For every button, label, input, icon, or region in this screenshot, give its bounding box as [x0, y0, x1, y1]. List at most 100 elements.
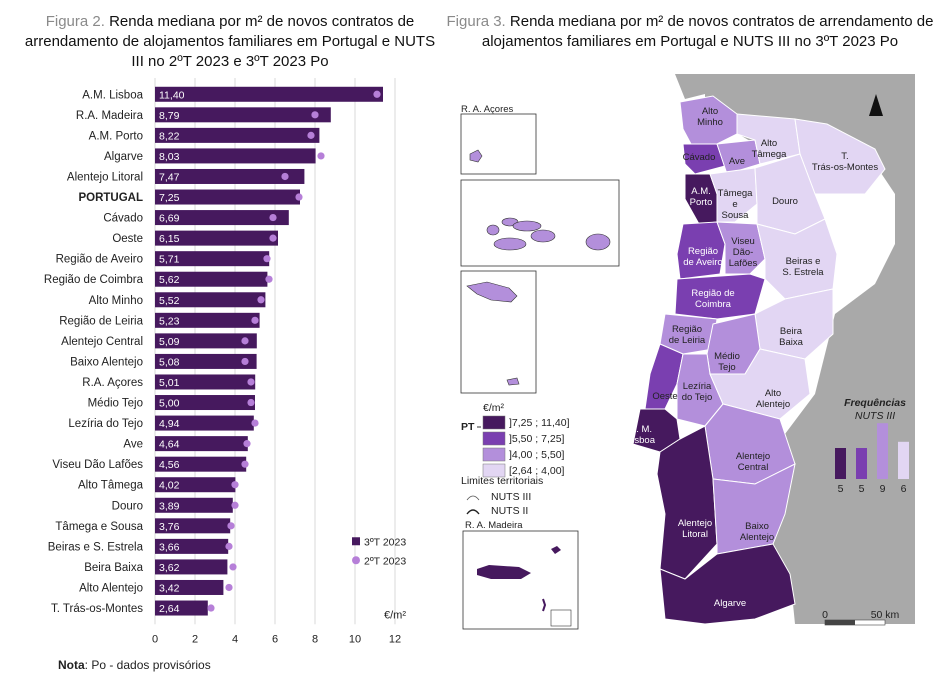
bar-value-label: 6,15 — [159, 233, 180, 245]
dot-2t-2023 — [241, 357, 249, 366]
label-medio-tejo: Médio Tejo — [714, 351, 740, 373]
bar-value-label: 3,76 — [159, 521, 180, 533]
bar-value-label: 7,25 — [159, 192, 180, 204]
dot-2t-2023 — [241, 460, 249, 468]
footnote-text: : Po - dados provisórios — [84, 658, 211, 672]
inset-acores-box2 — [460, 179, 620, 267]
freq-bar-label: 6 — [901, 483, 907, 495]
category-label: Oeste — [112, 233, 143, 245]
island-terceira — [512, 220, 542, 232]
dot-2t-2023 — [373, 90, 381, 98]
footnote: Nota: Po - dados provisórios — [58, 658, 211, 672]
bar-3t-2023 — [155, 312, 260, 328]
dot-2t-2023 — [251, 419, 259, 427]
bar-3t-2023 — [155, 148, 316, 164]
region-cavado[interactable] — [682, 143, 726, 175]
category-label: Região de Leiria — [59, 315, 143, 327]
label-alentejo-litoral: Alentejo Litoral — [678, 518, 712, 540]
label-am-lisboa: A. M. Lisboa — [627, 424, 656, 446]
scale-bar-fill — [825, 620, 855, 625]
bar-3t-2023 — [155, 600, 208, 616]
freq-bar-label: 5 — [859, 483, 865, 495]
label-oeste: Oeste — [652, 391, 677, 402]
inset-acores-box1 — [460, 113, 537, 175]
legend-swatch-3t — [352, 537, 360, 546]
dot-2t-2023 — [207, 604, 215, 612]
footnote-label: Nota — [58, 658, 85, 672]
category-label: Lezíria do Tejo — [68, 418, 143, 430]
bar-value-label: 5,09 — [159, 336, 180, 348]
dot-2t-2023 — [311, 111, 319, 119]
inset-acores-title: R. A. Açores — [461, 104, 514, 115]
bar-3t-2023 — [155, 333, 257, 349]
dot-2t-2023 — [243, 440, 251, 448]
category-label: R.A. Madeira — [76, 110, 144, 122]
label-viseu: Viseu Dão-Lafões — [729, 236, 758, 269]
legend-label-2t: 2ºT 2023 — [364, 555, 406, 567]
figure3-lead: Figura 3. — [446, 13, 506, 30]
label-alto-tamega: Alto Tâmega — [752, 138, 788, 160]
bar-value-label: 3,66 — [159, 541, 180, 553]
dot-2t-2023 — [225, 542, 233, 550]
bar-3t-2023 — [155, 436, 248, 452]
bar-value-label: 8,79 — [159, 110, 180, 122]
bar-3t-2023 — [155, 168, 305, 184]
label-douro: Douro — [772, 196, 798, 207]
category-label: Ave — [123, 439, 143, 451]
unit-label: €/m² — [384, 609, 406, 621]
label-alto-alentejo: Alto Alentejo — [756, 388, 790, 410]
dot-2t-2023 — [247, 398, 255, 407]
bar-3t-2023 — [155, 271, 268, 287]
region-baixo-alentejo[interactable] — [712, 463, 796, 555]
inset-madeira-box — [462, 530, 579, 630]
dot-2t-2023 — [307, 131, 315, 139]
category-label: Alentejo Litoral — [67, 171, 143, 183]
bar-value-label: 5,00 — [159, 398, 180, 410]
dot-2t-2023 — [269, 213, 277, 222]
inset-acores-box3 — [460, 270, 537, 394]
region-alentejo-litoral[interactable] — [656, 425, 718, 580]
dot-2t-2023 — [241, 337, 249, 345]
scale-zero: 0 — [822, 609, 828, 621]
island-small — [506, 377, 520, 386]
legend-nuts3-line — [466, 495, 480, 501]
category-label: Beiras e S. Estrela — [48, 541, 144, 553]
inset-selvagens-box — [550, 609, 572, 627]
region-algarve[interactable] — [659, 543, 796, 625]
bar-value-label: 3,42 — [159, 582, 180, 594]
category-label: R.A. Açores — [82, 377, 143, 389]
x-tick-label: 10 — [349, 633, 361, 645]
dot-2t-2023 — [269, 234, 277, 242]
legend-class-label: ]5,50 ; 7,25] — [509, 433, 565, 445]
bar-3t-2023 — [155, 456, 247, 472]
freq-histogram: 5 5 9 6 — [835, 423, 909, 495]
label-baixo-alentejo: Baixo Alentejo — [740, 521, 774, 543]
category-label: Região de Aveiro — [56, 254, 143, 266]
label-beiras-estrela: Beiras e S. Estrela — [782, 256, 824, 278]
island-madeira — [477, 565, 531, 579]
category-label: Médio Tejo — [88, 398, 143, 410]
label-algarve: Algarve — [714, 598, 746, 609]
legend-pt-marker: PT — [461, 421, 475, 433]
bar-value-label: 8,22 — [159, 130, 180, 142]
label-alentejo-central: Alentejo Central — [736, 451, 770, 473]
bar-3t-2023 — [155, 107, 331, 123]
freq-bar — [898, 441, 909, 479]
label-leiria: Região de Leiria — [669, 324, 706, 346]
bar-chart: 0 2 4 6 8 10 12 A.M. Lisboa 11,40 R.A. Madeira 8,7… — [44, 78, 406, 645]
bar-3t-2023 — [155, 127, 320, 143]
region-alto-minho[interactable] — [679, 95, 738, 145]
bar-value-label: 5,71 — [159, 254, 180, 266]
figure3-title-text: Renda mediana por m² de novos contratos … — [481, 13, 934, 50]
category-label: Região de Coimbra — [44, 274, 144, 286]
legend-swatch-2t — [352, 556, 360, 565]
region-leiria[interactable] — [659, 313, 718, 355]
north-arrow-icon — [869, 94, 883, 116]
category-label: Alto Alentejo — [79, 582, 143, 594]
bar-3t-2023 — [155, 395, 255, 411]
bar-3t-2023 — [155, 189, 300, 205]
bar-3t-2023 — [155, 518, 231, 534]
bar-3t-2023 — [155, 86, 383, 102]
bar-3t-2023 — [155, 251, 270, 267]
label-tras-os-montes: T. Trás-os-Montes — [812, 151, 878, 173]
